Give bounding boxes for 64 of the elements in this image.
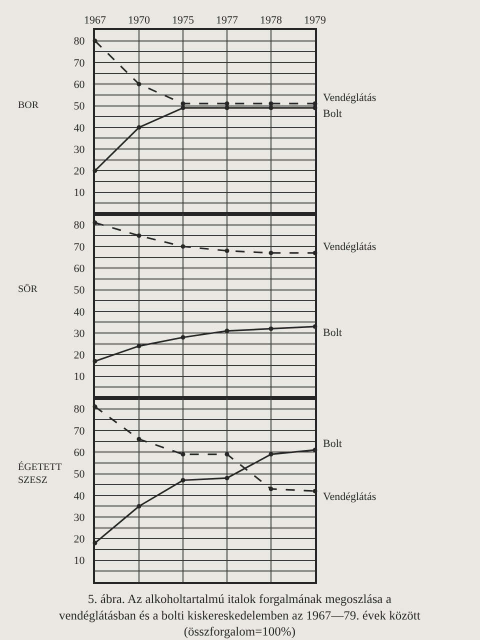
y-tick-label: 10 (74, 371, 86, 384)
y-tick-label: 40 (74, 490, 86, 502)
series-label: Bolt (323, 327, 342, 339)
x-tick-label: 1978 (260, 14, 282, 27)
point (136, 504, 142, 508)
point (268, 250, 274, 256)
y-tick-label: 20 (74, 534, 86, 546)
point (268, 452, 274, 457)
point (224, 248, 230, 254)
y-tick-label: 60 (74, 262, 86, 275)
point (180, 106, 186, 110)
point (224, 452, 230, 457)
x-tick-label: 1975 (172, 14, 194, 27)
point (268, 486, 274, 492)
y-tick-label: 60 (74, 446, 86, 459)
y-tick-label: 40 (74, 306, 86, 318)
series-label: Vendéglátás (323, 241, 376, 253)
x-tick-label: 1977 (216, 14, 238, 27)
point (180, 478, 186, 483)
y-tick-label: 10 (74, 187, 86, 200)
series-label: Vendéglátás (323, 491, 376, 503)
y-tick-label: 80 (74, 404, 86, 416)
y-axis-title: BOR (18, 100, 39, 111)
point (136, 125, 142, 130)
y-axis-title: ÉGETETT SZESZ (18, 461, 62, 486)
point (136, 82, 142, 86)
y-tick-label: 70 (74, 241, 86, 254)
point (268, 101, 274, 106)
point (136, 344, 142, 348)
y-tick-label: 40 (74, 122, 86, 134)
point (180, 452, 186, 457)
point (224, 328, 230, 334)
point (224, 476, 230, 480)
y-tick-label: 20 (74, 350, 86, 362)
y-tick-label: 50 (74, 284, 86, 297)
y-tick-label: 30 (74, 512, 86, 524)
series-label: Vendéglátás (323, 92, 376, 104)
y-tick-label: 10 (74, 555, 86, 568)
y-axis-title: SÖR (18, 283, 38, 295)
point (180, 335, 186, 340)
series-label: Bolt (323, 438, 342, 450)
x-tick-label: 1979 (304, 14, 326, 27)
x-tick-label: 1967 (84, 14, 106, 27)
y-tick-label: 70 (74, 57, 86, 70)
text: 5. ábra. Az alkoholtartalmú italok forgalmának megoszlása a vendéglátásban és a bolti kiskereskedelemben az 1967—79. évek között (összforgalom=100%) (59, 592, 421, 638)
x-tick-label: 1970 (128, 14, 150, 27)
y-tick-label: 30 (74, 144, 86, 156)
y-tick-label: 80 (74, 36, 86, 48)
series-label: Bolt (323, 108, 342, 120)
point (224, 101, 230, 106)
point (136, 233, 142, 238)
y-tick-label: 80 (74, 220, 86, 232)
point (180, 101, 186, 106)
y-tick-label: 20 (74, 166, 86, 178)
point (268, 326, 274, 331)
point (224, 106, 230, 110)
y-tick-label: 30 (74, 328, 86, 340)
y-tick-label: 60 (74, 78, 86, 91)
y-tick-label: 50 (74, 468, 86, 481)
point (180, 244, 186, 249)
point (136, 436, 142, 442)
y-tick-label: 70 (74, 425, 86, 438)
point (268, 106, 274, 110)
y-tick-label: 50 (74, 100, 86, 113)
